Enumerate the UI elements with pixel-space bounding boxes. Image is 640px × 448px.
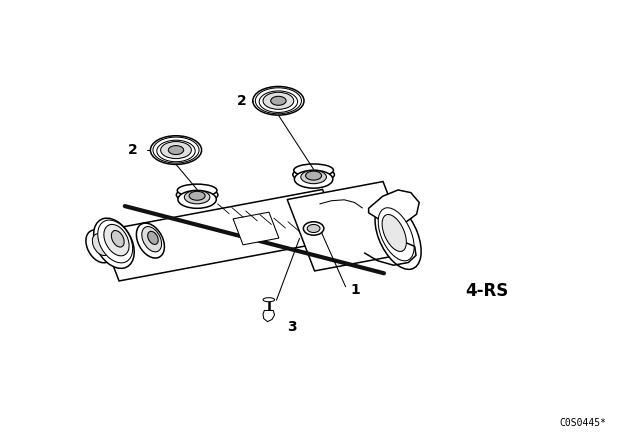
Ellipse shape bbox=[161, 142, 191, 159]
Ellipse shape bbox=[375, 202, 421, 269]
Ellipse shape bbox=[176, 188, 218, 202]
Ellipse shape bbox=[189, 191, 205, 200]
Ellipse shape bbox=[301, 170, 326, 184]
Ellipse shape bbox=[303, 222, 324, 235]
Ellipse shape bbox=[86, 230, 113, 263]
Ellipse shape bbox=[293, 168, 335, 182]
Ellipse shape bbox=[93, 218, 134, 268]
Text: 1: 1 bbox=[351, 283, 360, 297]
Polygon shape bbox=[233, 212, 279, 245]
Text: 3: 3 bbox=[287, 320, 296, 334]
Ellipse shape bbox=[142, 227, 161, 252]
Ellipse shape bbox=[150, 136, 202, 164]
Ellipse shape bbox=[294, 164, 333, 177]
Ellipse shape bbox=[263, 298, 275, 302]
Ellipse shape bbox=[111, 231, 124, 247]
Ellipse shape bbox=[157, 140, 195, 162]
Ellipse shape bbox=[104, 224, 129, 256]
Text: 2: 2 bbox=[237, 94, 246, 108]
Ellipse shape bbox=[184, 190, 210, 204]
Ellipse shape bbox=[263, 92, 294, 109]
Polygon shape bbox=[369, 190, 419, 224]
Ellipse shape bbox=[253, 86, 304, 115]
Ellipse shape bbox=[259, 91, 298, 112]
Ellipse shape bbox=[306, 171, 322, 180]
Text: 2: 2 bbox=[128, 143, 138, 157]
Ellipse shape bbox=[98, 220, 132, 263]
Ellipse shape bbox=[271, 96, 286, 105]
Ellipse shape bbox=[148, 231, 158, 245]
Text: C0S0445*: C0S0445* bbox=[559, 418, 606, 428]
Ellipse shape bbox=[378, 208, 414, 261]
Ellipse shape bbox=[92, 234, 110, 255]
Polygon shape bbox=[100, 190, 342, 281]
Ellipse shape bbox=[136, 223, 164, 258]
Text: 4-RS: 4-RS bbox=[465, 282, 508, 300]
Ellipse shape bbox=[177, 184, 217, 197]
Ellipse shape bbox=[382, 215, 406, 251]
Polygon shape bbox=[263, 310, 275, 322]
Ellipse shape bbox=[255, 88, 301, 114]
Ellipse shape bbox=[168, 146, 184, 155]
Polygon shape bbox=[287, 181, 410, 271]
Ellipse shape bbox=[153, 137, 199, 163]
Ellipse shape bbox=[307, 224, 320, 233]
Ellipse shape bbox=[294, 170, 333, 188]
Ellipse shape bbox=[178, 190, 216, 208]
